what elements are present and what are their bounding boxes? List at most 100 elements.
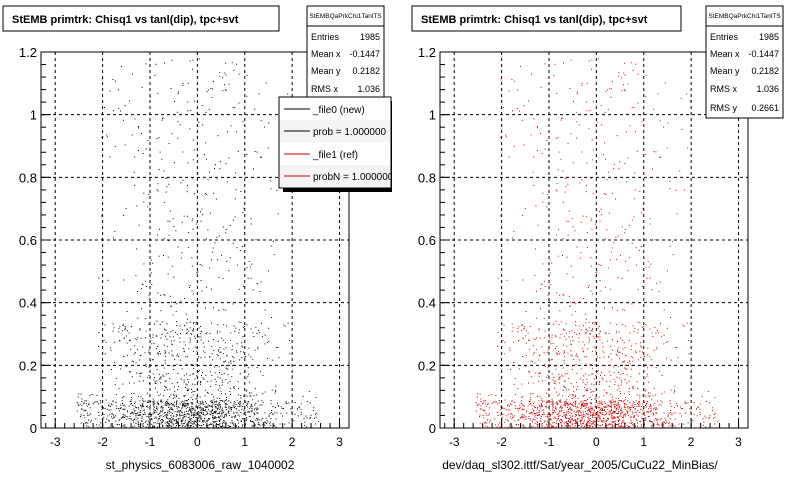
left-point (251, 421, 253, 422)
right-point (562, 238, 564, 240)
left-point (224, 415, 226, 417)
left-point (217, 355, 219, 357)
right-point (595, 389, 597, 391)
right-point (641, 413, 643, 415)
right-point (587, 287, 589, 288)
right-point (571, 218, 573, 220)
right-point (619, 426, 621, 427)
right-point (562, 367, 564, 369)
right-point (539, 420, 541, 422)
right-point (566, 423, 568, 424)
left-point (213, 349, 215, 351)
right-point (665, 419, 667, 421)
right-point (621, 353, 623, 355)
left-point (116, 407, 118, 409)
right-point (616, 135, 618, 137)
right-point (530, 412, 532, 414)
left-point (177, 355, 179, 357)
left-point (213, 307, 214, 309)
right-point (631, 303, 633, 305)
left-point (239, 401, 241, 403)
left-point (175, 419, 177, 421)
left-point (270, 412, 272, 413)
left-point (294, 413, 296, 415)
right-point (644, 419, 646, 421)
left-point (153, 409, 155, 411)
left-point (166, 426, 168, 428)
right-point (661, 424, 662, 426)
left-point (195, 223, 197, 225)
right-point (587, 399, 588, 400)
left-xtick-label-1: -2 (97, 435, 108, 449)
right-point (552, 405, 554, 407)
left-point (277, 213, 279, 215)
left-point (219, 417, 221, 419)
right-point (585, 390, 587, 392)
left-point (86, 422, 87, 424)
right-x-title: dev/daq_sl302.ittf/Sat/year_2005/CuCu22_… (442, 458, 718, 472)
left-point (139, 375, 141, 377)
left-point (181, 239, 183, 241)
right-point (645, 364, 647, 366)
right-point (640, 408, 642, 410)
left-point (259, 424, 261, 426)
left-point (178, 410, 180, 412)
left-point (306, 401, 308, 402)
left-point (234, 401, 236, 403)
left-point (289, 353, 291, 355)
right-point (589, 333, 591, 334)
left-point (215, 411, 217, 413)
right-point (555, 391, 557, 393)
right-point (575, 396, 576, 398)
right-point (638, 373, 640, 375)
left-point (244, 101, 246, 103)
right-point (611, 405, 612, 407)
left-point (230, 401, 232, 403)
right-point (560, 119, 562, 121)
right-point (528, 382, 529, 384)
left-point (244, 326, 246, 327)
right-point (555, 138, 557, 140)
right-point (546, 206, 548, 208)
right-point (524, 426, 526, 428)
left-point (184, 413, 186, 415)
right-ytick-label-4: 0.8 (418, 170, 436, 185)
left-point (233, 325, 235, 327)
right-point (551, 413, 553, 415)
right-point (593, 409, 595, 411)
left-point (139, 411, 141, 413)
right-point (572, 162, 574, 164)
left-point (132, 426, 134, 428)
right-point (565, 387, 566, 389)
left-point (100, 379, 102, 381)
right-point (610, 406, 612, 408)
left-point (88, 414, 90, 416)
left-point (183, 379, 185, 381)
right-point (583, 426, 585, 428)
left-point (191, 388, 192, 390)
left-point (110, 425, 111, 427)
right-point (611, 414, 613, 416)
left-point (162, 425, 164, 427)
left-point (154, 381, 156, 383)
right-point (561, 424, 562, 426)
right-point (617, 424, 619, 426)
left-point (162, 117, 164, 119)
left-point (130, 400, 132, 402)
left-point (163, 170, 165, 172)
left-point (200, 406, 201, 408)
left-point (161, 401, 163, 403)
right-point (592, 193, 594, 195)
left-point (171, 301, 173, 303)
left-point (214, 372, 216, 374)
left-point (111, 403, 113, 405)
right-point (626, 424, 628, 426)
left-point (200, 280, 202, 281)
left-point (194, 100, 195, 102)
left-point (207, 178, 209, 180)
right-point (639, 351, 641, 353)
left-point (166, 387, 167, 389)
right-point (587, 388, 589, 390)
left-point (231, 376, 233, 378)
right-point (549, 427, 551, 429)
